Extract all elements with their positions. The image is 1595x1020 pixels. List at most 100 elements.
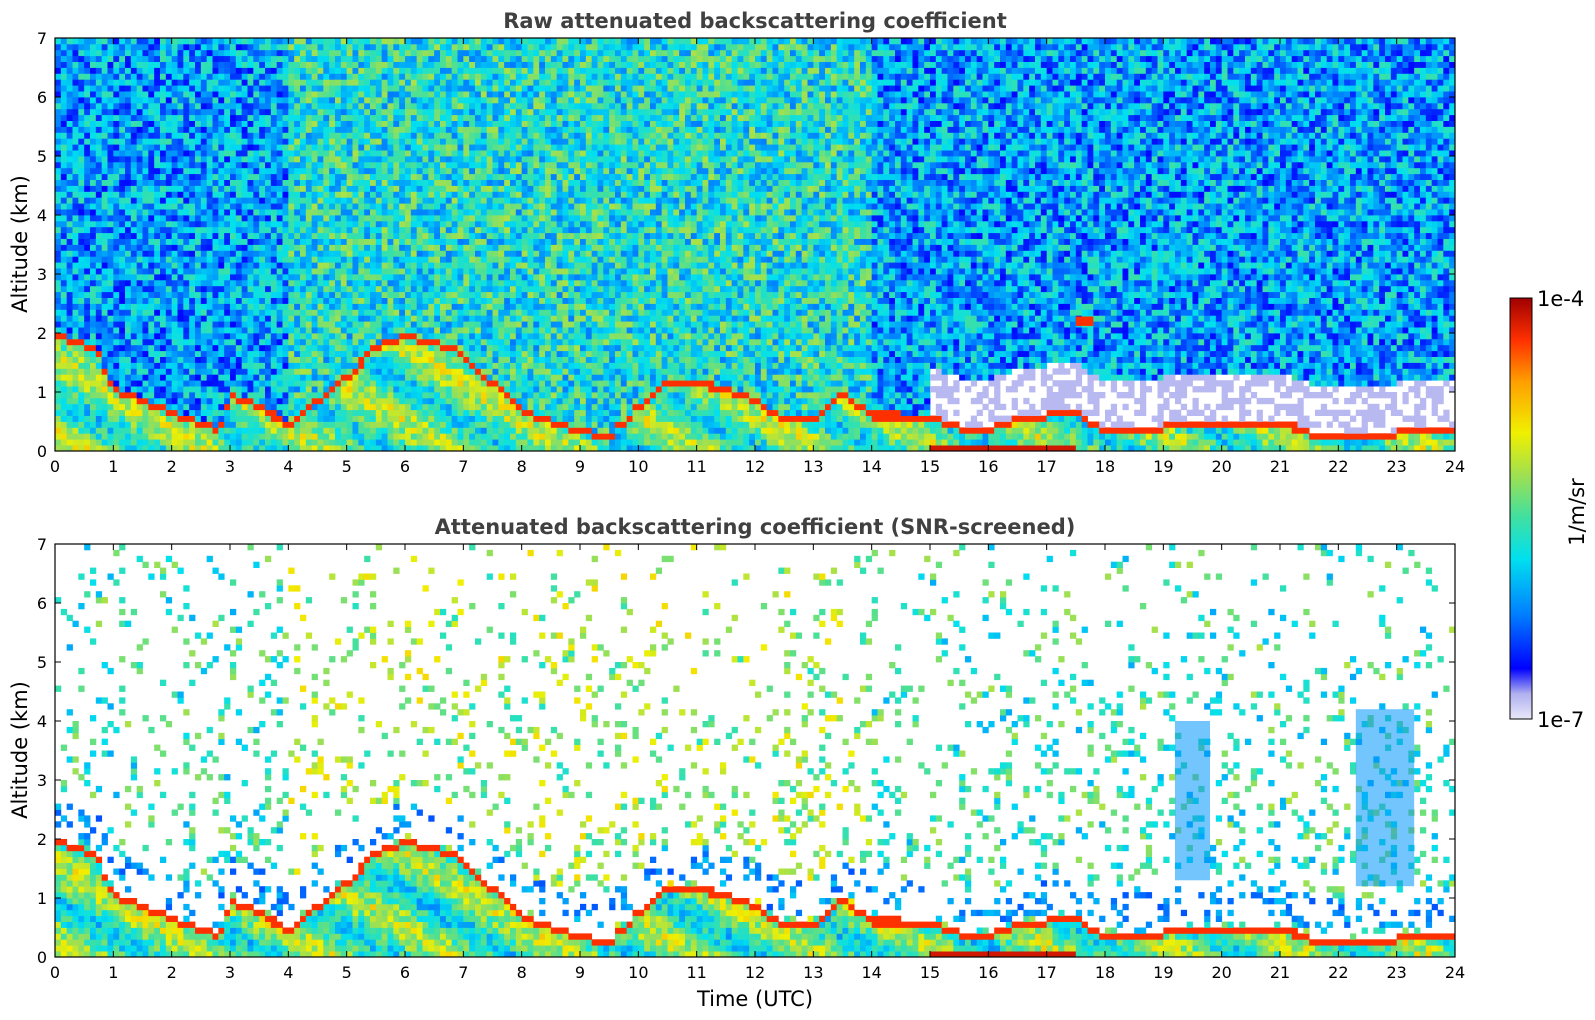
heatmap-cell: [463, 250, 470, 257]
heatmap-cell: [55, 303, 62, 310]
heatmap-cell: [154, 161, 161, 169]
heatmap-cell: [101, 150, 108, 157]
heatmap-cell: [445, 368, 453, 375]
heatmap-cell: [200, 120, 208, 127]
heatmap-cell: [434, 285, 441, 293]
heatmap-cell: [352, 220, 359, 228]
heatmap-cell: [422, 297, 429, 304]
heatmap-cell: [410, 238, 418, 245]
heatmap-cell: [66, 397, 73, 405]
heatmap-cell: [434, 38, 441, 45]
heatmap-cell: [136, 220, 143, 228]
heatmap-cell: [101, 338, 108, 346]
heatmap-cell: [60, 203, 68, 210]
heatmap-cell: [218, 197, 225, 204]
heatmap-cell: [101, 362, 108, 369]
heatmap-cell: [125, 445, 132, 451]
heatmap-cell: [317, 362, 324, 369]
heatmap-cell: [142, 250, 149, 257]
heatmap-cell: [305, 215, 313, 222]
heatmap-cell: [265, 185, 272, 192]
heatmap-cell: [422, 43, 429, 51]
heatmap-cell: [235, 279, 243, 287]
heatmap-cell: [445, 138, 453, 145]
heatmap-cell: [84, 215, 91, 222]
heatmap-cell: [340, 445, 348, 451]
heatmap-cell: [329, 38, 336, 45]
heatmap-cell: [335, 285, 342, 293]
heatmap-cell: [241, 161, 248, 169]
heatmap-cell: [200, 126, 208, 133]
heatmap-cell: [154, 226, 161, 234]
heatmap-cell: [165, 350, 173, 357]
heatmap-cell: [113, 114, 120, 121]
heatmap-cell: [259, 85, 266, 92]
heatmap-cell: [270, 244, 278, 251]
heatmap-cell: [101, 167, 108, 175]
heatmap-cell: [78, 150, 85, 157]
heatmap-cell: [107, 415, 114, 422]
heatmap-cell: [370, 250, 377, 257]
heatmap-cell: [451, 244, 458, 251]
heatmap-cell: [136, 380, 143, 387]
heatmap-cell: [457, 191, 464, 198]
heatmap-cell: [352, 38, 359, 45]
heatmap-cell: [270, 392, 278, 399]
heatmap-cell: [317, 309, 324, 316]
heatmap-cell: [346, 232, 353, 239]
heatmap-cell: [323, 79, 330, 86]
heatmap-cell: [212, 102, 219, 110]
heatmap-cell: [130, 150, 138, 157]
heatmap-cell: [346, 108, 353, 116]
heatmap-cell: [212, 445, 219, 451]
heatmap-cell: [329, 185, 336, 192]
heatmap-cell: [381, 108, 388, 116]
heatmap-cell: [457, 433, 464, 440]
heatmap-cell: [218, 120, 225, 127]
heatmap-cell: [440, 409, 447, 416]
heatmap-cell: [311, 91, 318, 98]
heatmap-cell: [422, 303, 429, 310]
heatmap-cell: [317, 285, 324, 293]
heatmap-cell: [323, 415, 330, 422]
heatmap-cell: [323, 61, 330, 68]
heatmap-cell: [329, 262, 336, 269]
heatmap-cell: [317, 91, 324, 98]
heatmap-cell: [463, 427, 470, 434]
heatmap-cell: [311, 403, 318, 411]
heatmap-cell: [183, 374, 190, 381]
heatmap-cell: [171, 374, 178, 381]
heatmap-cell: [434, 173, 441, 180]
heatmap-cell: [113, 291, 120, 298]
heatmap-cell: [445, 344, 453, 352]
heatmap-cell: [218, 344, 225, 352]
heatmap-cell: [346, 167, 353, 175]
heatmap-cell: [451, 114, 458, 121]
heatmap-cell: [72, 215, 79, 222]
heatmap-cell: [410, 173, 418, 180]
heatmap-cell: [282, 350, 289, 357]
heatmap-cell: [440, 126, 447, 133]
heatmap-cell: [282, 179, 289, 186]
heatmap-cell: [352, 114, 359, 121]
heatmap-cell: [165, 114, 173, 121]
heatmap-cell: [160, 144, 167, 151]
heatmap-cell: [416, 67, 423, 74]
heatmap-cell: [428, 386, 435, 393]
heatmap-cell: [259, 114, 266, 121]
heatmap-cell: [428, 73, 435, 80]
heatmap-cell: [445, 327, 453, 334]
heatmap-cell: [340, 85, 348, 92]
heatmap-cell: [212, 291, 219, 298]
heatmap-cell: [335, 356, 342, 363]
heatmap-cell: [410, 85, 418, 92]
heatmap-cell: [451, 203, 458, 210]
heatmap-cell: [72, 97, 79, 104]
heatmap-cell: [113, 356, 120, 363]
heatmap-cell: [160, 79, 167, 86]
heatmap-cell: [300, 91, 307, 98]
heatmap-cell: [212, 297, 219, 304]
heatmap-cell: [294, 297, 301, 304]
heatmap-cell: [224, 43, 231, 51]
heatmap-cell: [300, 338, 307, 346]
